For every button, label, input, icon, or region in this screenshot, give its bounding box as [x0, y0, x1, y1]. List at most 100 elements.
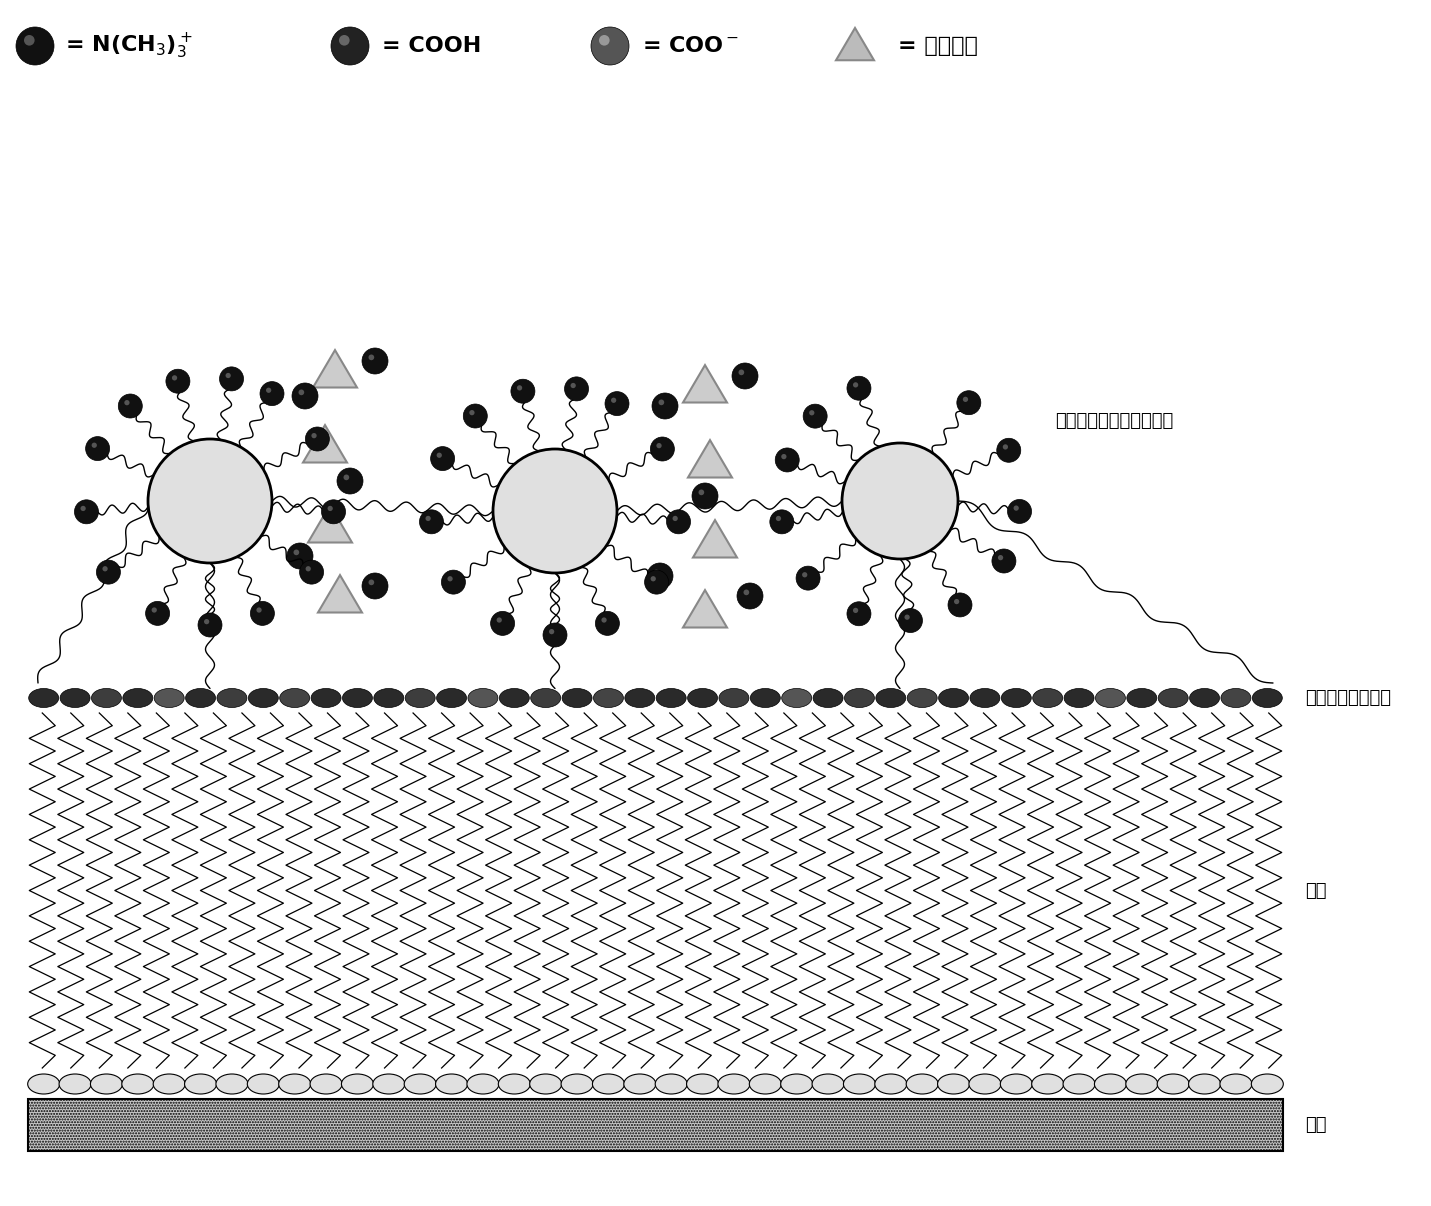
Circle shape	[650, 437, 674, 461]
Ellipse shape	[153, 1075, 185, 1094]
Circle shape	[733, 363, 758, 390]
Circle shape	[431, 446, 455, 470]
Circle shape	[92, 443, 97, 447]
Circle shape	[425, 516, 431, 521]
Ellipse shape	[813, 689, 843, 708]
Circle shape	[605, 392, 630, 416]
Ellipse shape	[342, 1075, 373, 1094]
Circle shape	[464, 404, 488, 428]
Ellipse shape	[531, 689, 561, 708]
Ellipse shape	[1126, 1075, 1158, 1094]
Circle shape	[491, 611, 515, 636]
Circle shape	[1007, 499, 1032, 523]
Circle shape	[654, 569, 660, 575]
Ellipse shape	[970, 689, 1000, 708]
Circle shape	[96, 560, 120, 584]
Circle shape	[853, 382, 859, 387]
Circle shape	[448, 576, 452, 581]
Ellipse shape	[1000, 1075, 1032, 1094]
Circle shape	[511, 379, 535, 403]
Circle shape	[611, 398, 617, 403]
Circle shape	[250, 602, 275, 626]
Circle shape	[266, 387, 272, 393]
Circle shape	[362, 349, 388, 374]
Circle shape	[550, 630, 554, 634]
Circle shape	[419, 510, 444, 534]
Ellipse shape	[1189, 1075, 1221, 1094]
Circle shape	[517, 385, 522, 391]
Ellipse shape	[625, 689, 655, 708]
Circle shape	[260, 381, 283, 405]
Circle shape	[737, 582, 763, 609]
Circle shape	[693, 482, 718, 509]
Circle shape	[256, 608, 262, 613]
Ellipse shape	[468, 689, 498, 708]
Ellipse shape	[279, 689, 309, 708]
Circle shape	[899, 609, 923, 632]
Circle shape	[963, 397, 969, 402]
Ellipse shape	[249, 689, 278, 708]
Ellipse shape	[529, 1075, 562, 1094]
Ellipse shape	[123, 689, 153, 708]
Ellipse shape	[874, 1075, 907, 1094]
Text: 末端基团（糞基）: 末端基团（糞基）	[1305, 689, 1391, 707]
Ellipse shape	[781, 1075, 813, 1094]
Ellipse shape	[1002, 689, 1032, 708]
Text: 基底: 基底	[1305, 1116, 1327, 1134]
Polygon shape	[313, 350, 356, 387]
Ellipse shape	[718, 1075, 750, 1094]
Ellipse shape	[186, 689, 216, 708]
Circle shape	[219, 367, 243, 391]
Ellipse shape	[624, 1075, 655, 1094]
Ellipse shape	[311, 689, 341, 708]
Circle shape	[647, 563, 673, 589]
Ellipse shape	[60, 689, 90, 708]
Ellipse shape	[405, 689, 435, 708]
Ellipse shape	[906, 1075, 939, 1094]
Circle shape	[80, 505, 86, 511]
Ellipse shape	[185, 1075, 216, 1094]
Circle shape	[339, 35, 349, 46]
Text: = N(CH$_3$)$_3^+$: = N(CH$_3$)$_3^+$	[64, 31, 193, 60]
Ellipse shape	[27, 1075, 60, 1094]
Ellipse shape	[1033, 689, 1063, 708]
Polygon shape	[318, 575, 362, 613]
Ellipse shape	[155, 689, 185, 708]
Ellipse shape	[969, 1075, 1000, 1094]
Ellipse shape	[436, 689, 467, 708]
Polygon shape	[836, 28, 874, 60]
Ellipse shape	[1251, 1075, 1284, 1094]
Ellipse shape	[937, 1075, 970, 1094]
Circle shape	[469, 410, 475, 415]
Circle shape	[205, 619, 209, 625]
Circle shape	[776, 447, 800, 472]
Circle shape	[331, 27, 369, 65]
Circle shape	[1013, 505, 1019, 510]
Text: 带正电配体修饰的金颗粒: 带正电配体修饰的金颗粒	[1055, 412, 1173, 431]
Circle shape	[1003, 444, 1007, 450]
Circle shape	[997, 438, 1020, 462]
Ellipse shape	[279, 1075, 311, 1094]
Circle shape	[328, 505, 333, 511]
Ellipse shape	[1126, 689, 1156, 708]
Ellipse shape	[498, 1075, 531, 1094]
Circle shape	[651, 576, 655, 581]
Circle shape	[954, 599, 959, 604]
Ellipse shape	[373, 689, 404, 708]
Circle shape	[673, 516, 678, 521]
Ellipse shape	[218, 689, 248, 708]
Circle shape	[152, 608, 157, 613]
Circle shape	[119, 394, 142, 418]
Circle shape	[312, 433, 316, 438]
Circle shape	[653, 393, 678, 418]
Ellipse shape	[216, 1075, 248, 1094]
Circle shape	[299, 390, 305, 396]
Polygon shape	[308, 505, 352, 543]
Ellipse shape	[1065, 689, 1095, 708]
Circle shape	[657, 443, 661, 449]
Circle shape	[292, 384, 318, 409]
Circle shape	[992, 549, 1016, 573]
Ellipse shape	[311, 1075, 342, 1094]
Circle shape	[86, 437, 110, 461]
Circle shape	[904, 615, 910, 620]
